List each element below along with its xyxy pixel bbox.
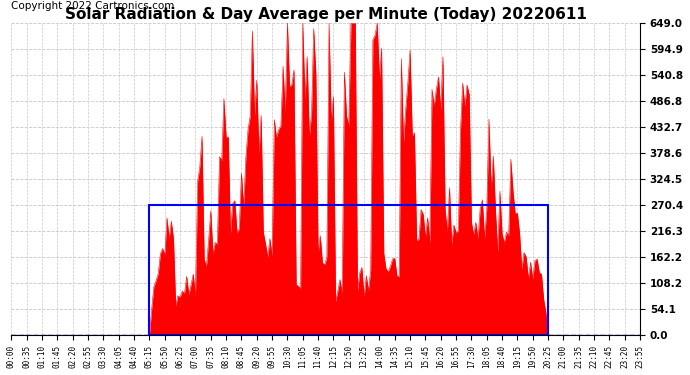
- Legend: Median (W/m2), Radiation (W/m2): Median (W/m2), Radiation (W/m2): [391, 0, 634, 4]
- Text: Copyright 2022 Cartronics.com: Copyright 2022 Cartronics.com: [12, 1, 175, 10]
- Title: Solar Radiation & Day Average per Minute (Today) 20220611: Solar Radiation & Day Average per Minute…: [65, 7, 586, 22]
- Bar: [150, 205, 548, 335]
